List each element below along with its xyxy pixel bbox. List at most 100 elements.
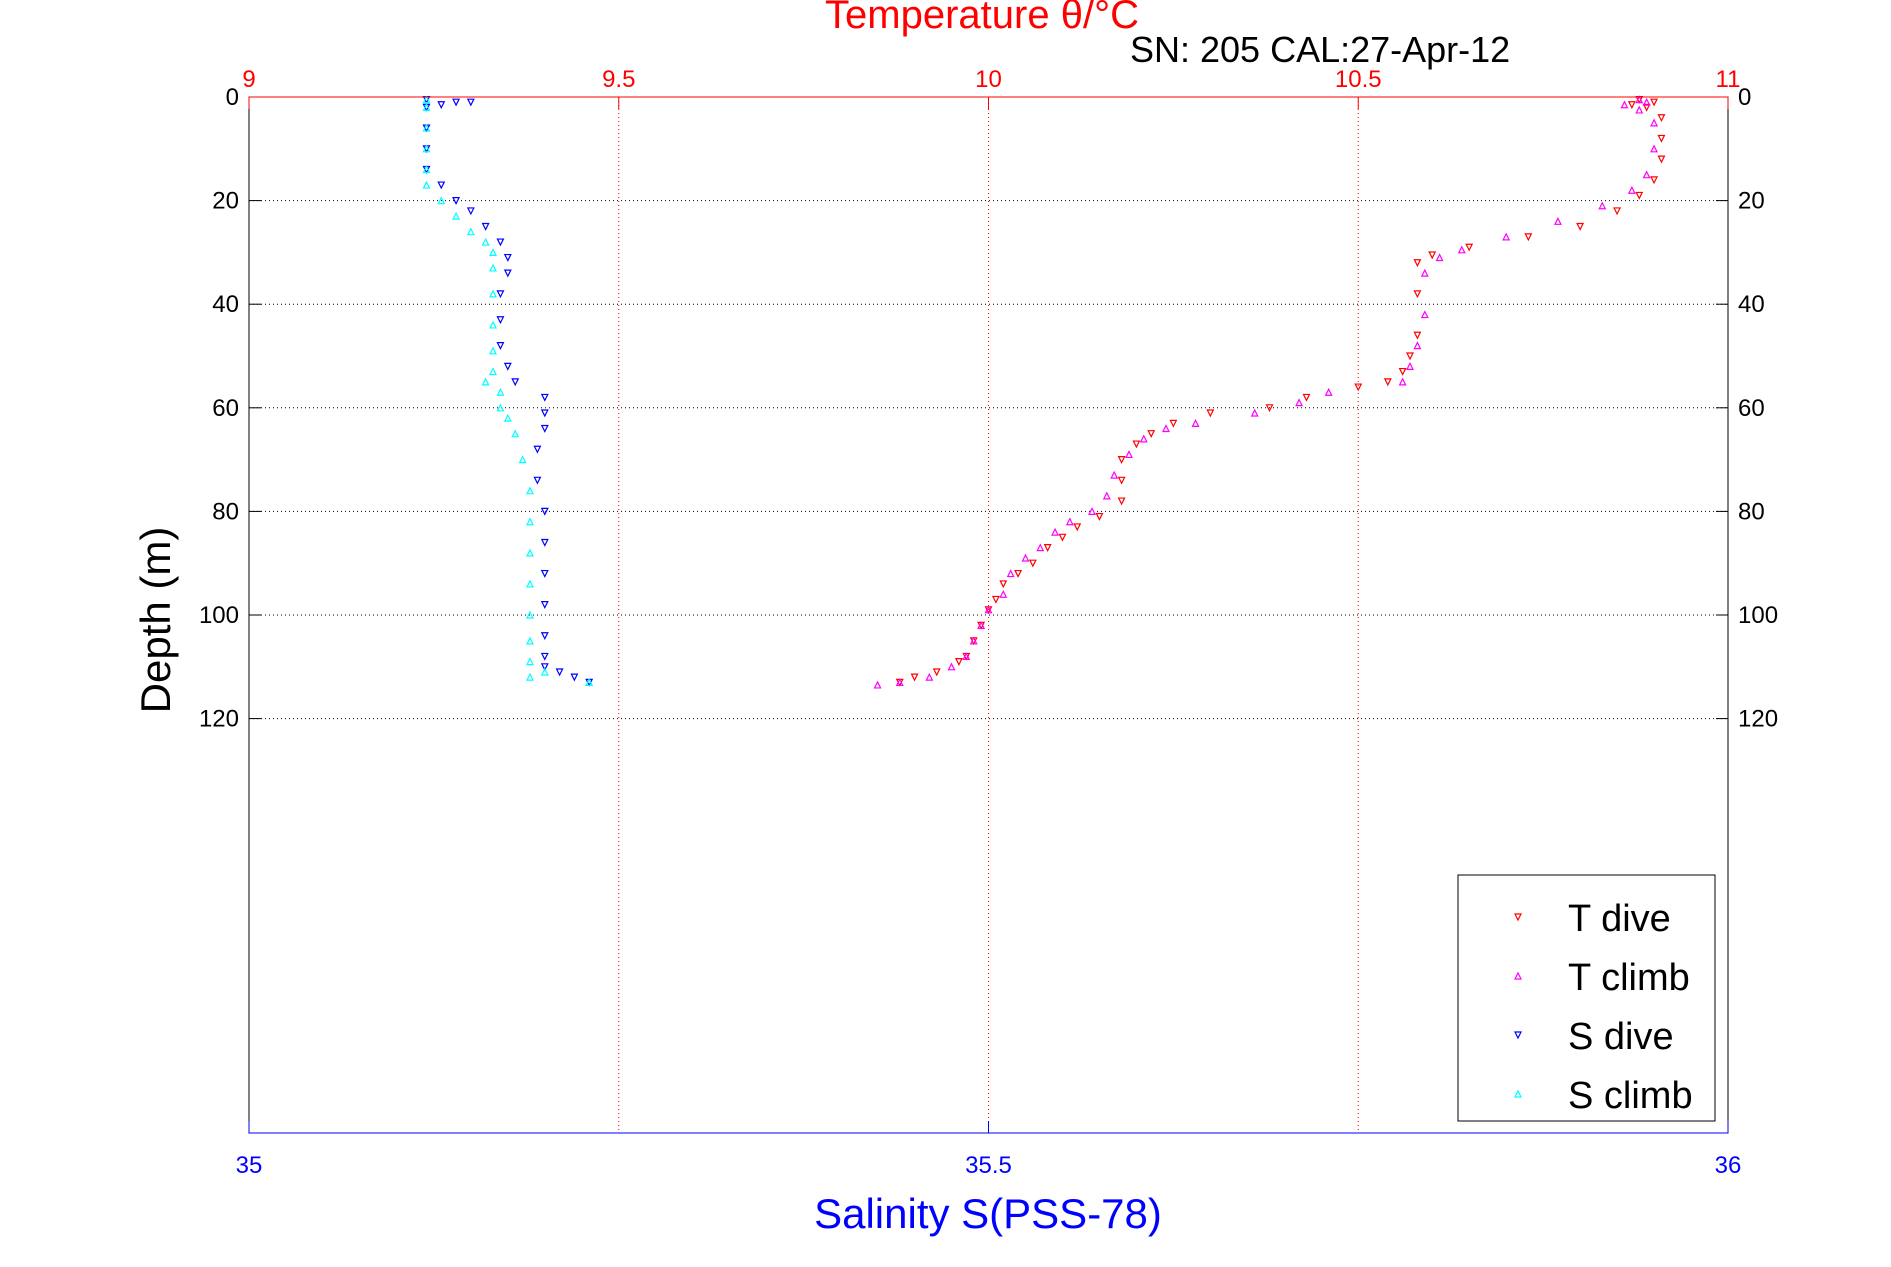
- x-top-tick-label: 10.5: [1335, 66, 1382, 93]
- chart-subtitle: SN: 205 CAL:27-Apr-12: [1130, 29, 1510, 70]
- data-point: [489, 289, 498, 298]
- data-point: [1420, 310, 1429, 319]
- data-point: [1132, 440, 1141, 449]
- series-s-climb: [422, 95, 594, 686]
- data-point: [1524, 233, 1533, 242]
- data-point: [873, 680, 882, 689]
- data-point: [1058, 533, 1067, 542]
- data-point: [999, 589, 1008, 598]
- data-point: [1014, 569, 1023, 578]
- y-tick-label-left: 40: [212, 291, 239, 318]
- y-tick-label-right: 0: [1738, 84, 1751, 111]
- data-point: [1117, 456, 1126, 464]
- data-layer: [422, 95, 1666, 689]
- data-point: [1413, 331, 1422, 340]
- data-point: [518, 455, 527, 464]
- data-point: [1147, 430, 1156, 439]
- data-point: [496, 316, 505, 325]
- x-axis-label: Salinity S(PSS-78): [814, 1190, 1162, 1237]
- data-point: [1635, 191, 1644, 200]
- data-point: [496, 342, 505, 350]
- data-point: [503, 413, 512, 422]
- data-point: [1657, 114, 1666, 123]
- data-point: [1413, 290, 1422, 299]
- data-point: [1324, 387, 1333, 396]
- data-point: [540, 538, 549, 547]
- data-point: [540, 652, 549, 661]
- data-point: [437, 101, 446, 110]
- data-point: [1642, 170, 1651, 179]
- legend-marker: [1514, 913, 1522, 922]
- data-point: [526, 610, 534, 619]
- legend-label: S climb: [1568, 1075, 1693, 1117]
- data-point: [503, 362, 512, 371]
- data-point: [1650, 176, 1659, 185]
- data-point: [489, 263, 498, 272]
- data-point: [1110, 470, 1119, 479]
- y-tick-label-left: 60: [212, 395, 239, 422]
- data-point: [1006, 569, 1015, 578]
- data-point: [540, 569, 549, 578]
- data-point: [466, 98, 475, 107]
- legend-box: [1457, 874, 1716, 1122]
- data-point: [422, 95, 431, 104]
- data-point: [511, 378, 520, 387]
- data-point: [1088, 507, 1097, 516]
- data-point: [1398, 367, 1407, 376]
- data-point: [1650, 118, 1659, 127]
- data-point: [1428, 251, 1437, 260]
- data-point: [489, 248, 498, 256]
- data-point: [511, 429, 520, 438]
- x-bottom-tick-label: 35: [236, 1152, 263, 1179]
- data-point: [1642, 97, 1651, 106]
- data-point: [1295, 398, 1304, 407]
- data-point: [1635, 95, 1644, 104]
- data-point: [1065, 517, 1074, 526]
- data-point: [481, 222, 490, 231]
- data-point: [526, 486, 534, 495]
- series-t-dive: [895, 95, 1666, 687]
- y-axis-label: Depth (m): [132, 527, 179, 714]
- data-point: [555, 668, 564, 677]
- data-point: [481, 377, 490, 386]
- data-point: [540, 507, 549, 516]
- data-point: [1036, 543, 1045, 552]
- data-point: [977, 621, 986, 629]
- legend: T dive T climb S dive S climb: [1457, 874, 1716, 1122]
- data-point: [437, 181, 446, 190]
- data-point: [1635, 105, 1644, 114]
- data-point: [540, 409, 549, 418]
- x-top-tick-label: 9: [242, 66, 255, 93]
- y-tick-label-left: 120: [199, 706, 239, 733]
- data-point: [932, 668, 941, 677]
- data-point: [1657, 134, 1666, 143]
- data-point: [1457, 245, 1466, 254]
- data-point: [1043, 544, 1052, 553]
- data-point: [1028, 559, 1037, 568]
- data-point: [1117, 497, 1126, 506]
- y-tick-label-right: 60: [1738, 395, 1765, 422]
- data-point: [526, 548, 534, 557]
- tick-layer: 0 0 20 20 40 40 60 60 80 80 100 100 120 120 9 9.5 10 10.5…: [199, 66, 1778, 1179]
- data-point: [540, 393, 549, 402]
- data-point: [466, 227, 475, 236]
- data-point: [1502, 232, 1511, 241]
- x-bottom-tick-label: 36: [1715, 1152, 1742, 1179]
- data-point: [452, 98, 461, 107]
- y-tick-label-left: 0: [226, 84, 239, 111]
- data-point: [422, 144, 431, 153]
- data-point: [962, 652, 971, 661]
- legend-marker: [1514, 1089, 1522, 1098]
- data-point: [1354, 383, 1363, 392]
- data-point: [533, 445, 542, 454]
- data-point: [1598, 201, 1607, 210]
- data-point: [947, 662, 956, 671]
- y-tick-label-right: 80: [1738, 498, 1765, 525]
- data-point: [910, 673, 919, 682]
- data-point: [1169, 419, 1178, 428]
- data-point: [526, 517, 534, 526]
- data-point: [526, 579, 534, 588]
- y-tick-label-left: 20: [212, 188, 239, 215]
